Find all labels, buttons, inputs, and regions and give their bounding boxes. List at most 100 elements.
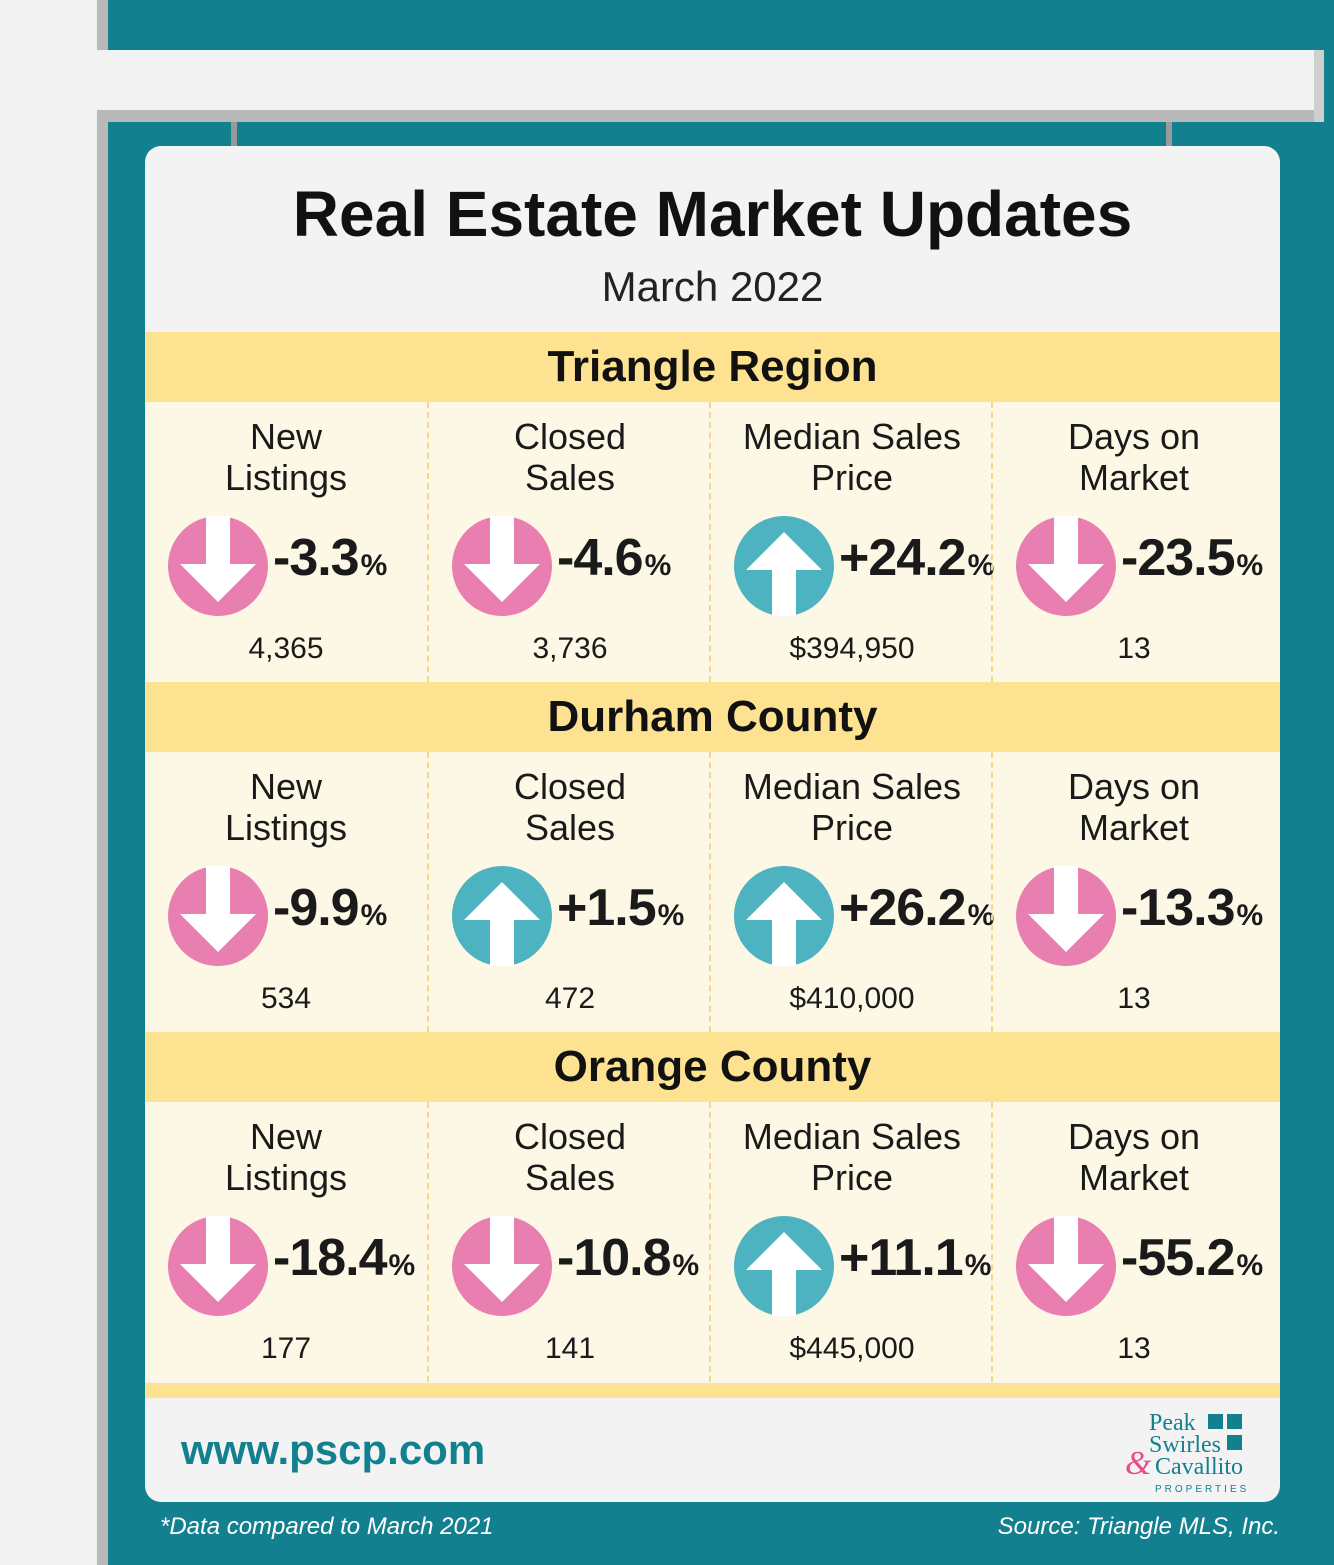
metric-label-line: Closed bbox=[513, 766, 627, 807]
metric-label-line: Listings bbox=[224, 1157, 348, 1198]
percent-change-value: -55.2 bbox=[1121, 1229, 1236, 1287]
metric-label-line: Sales bbox=[524, 457, 616, 498]
logo-square-icon bbox=[1208, 1414, 1223, 1429]
metric-value: 534 bbox=[260, 982, 312, 1015]
sign-beam-end bbox=[1314, 50, 1324, 122]
percent-change: -3.3% bbox=[273, 529, 388, 587]
logo-line-4: PROPERTIES bbox=[1155, 1484, 1250, 1495]
percent-sign: % bbox=[1236, 1249, 1264, 1282]
sign-beam-shadow bbox=[97, 110, 1314, 122]
sign-post-shadow bbox=[97, 0, 108, 1565]
metric-label-line: Listings bbox=[224, 807, 348, 848]
percent-change-value: +11.1 bbox=[839, 1229, 964, 1287]
percent-change: -10.8% bbox=[557, 1229, 699, 1287]
percent-change: +1.5% bbox=[557, 882, 684, 934]
percent-sign: % bbox=[1236, 549, 1264, 582]
company-logo: Peak Swirles & Cavallito PROPERTIES bbox=[1115, 1409, 1265, 1499]
metric-label-line: Market bbox=[1078, 457, 1190, 498]
metric-cell: Closed Sales -10.8% 141 bbox=[427, 1102, 711, 1382]
sign-board: Real Estate Market Updates March 2022 Tr… bbox=[145, 146, 1280, 1502]
metric-label: New Listings bbox=[145, 1116, 427, 1198]
percent-sign: % bbox=[1236, 899, 1264, 932]
metric-cell: Days on Market -23.5% 13 bbox=[991, 402, 1275, 682]
website-link[interactable]: www.pscp.com bbox=[181, 1426, 486, 1473]
percent-change-value: -10.8 bbox=[557, 1229, 672, 1287]
metric-value: $445,000 bbox=[789, 1332, 915, 1365]
metric-cell: New Listings -18.4% 177 bbox=[145, 1102, 427, 1382]
down-arrow-icon bbox=[1016, 516, 1116, 616]
percent-change-value: -13.3 bbox=[1121, 879, 1236, 937]
metric-label-line: Median Sales bbox=[742, 1116, 962, 1157]
metric-label: Closed Sales bbox=[429, 1116, 711, 1198]
percent-change: +24.2% bbox=[839, 529, 994, 587]
percent-change-value: -3.3 bbox=[273, 529, 360, 587]
percent-change-value: +24.2 bbox=[839, 529, 967, 587]
metric-label-line: Days on bbox=[1067, 1116, 1201, 1157]
trend-indicator bbox=[1014, 1214, 1118, 1318]
section-header: Durham County bbox=[145, 682, 1280, 752]
metric-label-line: New bbox=[249, 766, 323, 807]
percent-change-value: -18.4 bbox=[273, 1229, 388, 1287]
metric-label-line: New bbox=[249, 416, 323, 457]
percent-sign: % bbox=[967, 899, 995, 932]
footnote-source: Source: Triangle MLS, Inc. bbox=[997, 1513, 1280, 1540]
metric-value: 3,736 bbox=[532, 632, 608, 665]
percent-sign: % bbox=[360, 549, 388, 582]
section-header: Orange County bbox=[145, 1032, 1280, 1102]
metric-cell: Days on Market -55.2% 13 bbox=[991, 1102, 1275, 1382]
metric-value: $410,000 bbox=[789, 982, 915, 1015]
metric-value: 13 bbox=[1117, 632, 1151, 665]
metric-value: $394,950 bbox=[789, 632, 915, 665]
percent-change: -4.6% bbox=[557, 529, 672, 587]
metric-label: Closed Sales bbox=[429, 416, 711, 498]
trend-indicator bbox=[1014, 864, 1118, 968]
up-arrow-icon bbox=[452, 866, 552, 966]
logo-square-icon bbox=[1227, 1414, 1242, 1429]
up-arrow-icon bbox=[734, 866, 834, 966]
metric-label: Median Sales Price bbox=[711, 1116, 993, 1198]
percent-change-value: -9.9 bbox=[273, 879, 360, 937]
footnote-comparison: *Data compared to March 2021 bbox=[160, 1513, 494, 1540]
percent-change: -23.5% bbox=[1121, 529, 1264, 587]
trend-indicator bbox=[1014, 514, 1118, 618]
down-arrow-icon bbox=[452, 1216, 552, 1316]
percent-sign: % bbox=[644, 549, 672, 582]
up-arrow-icon bbox=[734, 516, 834, 616]
metric-cell: Closed Sales +1.5% 472 bbox=[427, 752, 711, 1032]
section-header: Triangle Region bbox=[145, 332, 1280, 402]
logo-line-2: Swirles bbox=[1149, 1432, 1221, 1458]
metric-cell: Median Sales Price +24.2% $394,950 bbox=[709, 402, 994, 682]
metric-value: 177 bbox=[260, 1332, 312, 1365]
up-arrow-icon bbox=[734, 1216, 834, 1316]
trend-indicator bbox=[166, 1214, 270, 1318]
metric-cell: New Listings -3.3% 4,365 bbox=[145, 402, 427, 682]
down-arrow-icon bbox=[1016, 1216, 1116, 1316]
percent-change: -9.9% bbox=[273, 879, 387, 937]
percent-change-value: -4.6 bbox=[557, 529, 644, 587]
percent-change-value: +26.2 bbox=[839, 879, 967, 937]
percent-change: -13.3% bbox=[1121, 879, 1264, 937]
logo-line-1: Peak bbox=[1149, 1410, 1196, 1436]
percent-sign: % bbox=[388, 1249, 416, 1282]
metric-label-line: Median Sales bbox=[742, 766, 962, 807]
metric-label-line: Sales bbox=[524, 1157, 616, 1198]
metric-label-line: Market bbox=[1078, 807, 1190, 848]
sign-post bbox=[0, 0, 97, 1565]
trend-indicator bbox=[450, 864, 554, 968]
percent-change: +26.2% bbox=[839, 879, 995, 937]
trend-indicator bbox=[450, 1214, 554, 1318]
metric-value: 13 bbox=[1117, 1332, 1151, 1365]
percent-change: +11.1% bbox=[839, 1229, 991, 1287]
percent-change-value: -23.5 bbox=[1121, 529, 1236, 587]
trend-indicator bbox=[166, 514, 270, 618]
sign-beam bbox=[0, 50, 1314, 110]
metric-label-line: Days on bbox=[1067, 416, 1201, 457]
down-arrow-icon bbox=[1016, 866, 1116, 966]
metric-label: Median Sales Price bbox=[711, 766, 993, 848]
metric-label-line: Price bbox=[810, 457, 894, 498]
metric-label: Days on Market bbox=[993, 766, 1275, 848]
metric-label-line: New bbox=[249, 1116, 323, 1157]
trend-indicator bbox=[166, 864, 270, 968]
metric-label-line: Price bbox=[810, 1157, 894, 1198]
metric-label-line: Sales bbox=[524, 807, 616, 848]
